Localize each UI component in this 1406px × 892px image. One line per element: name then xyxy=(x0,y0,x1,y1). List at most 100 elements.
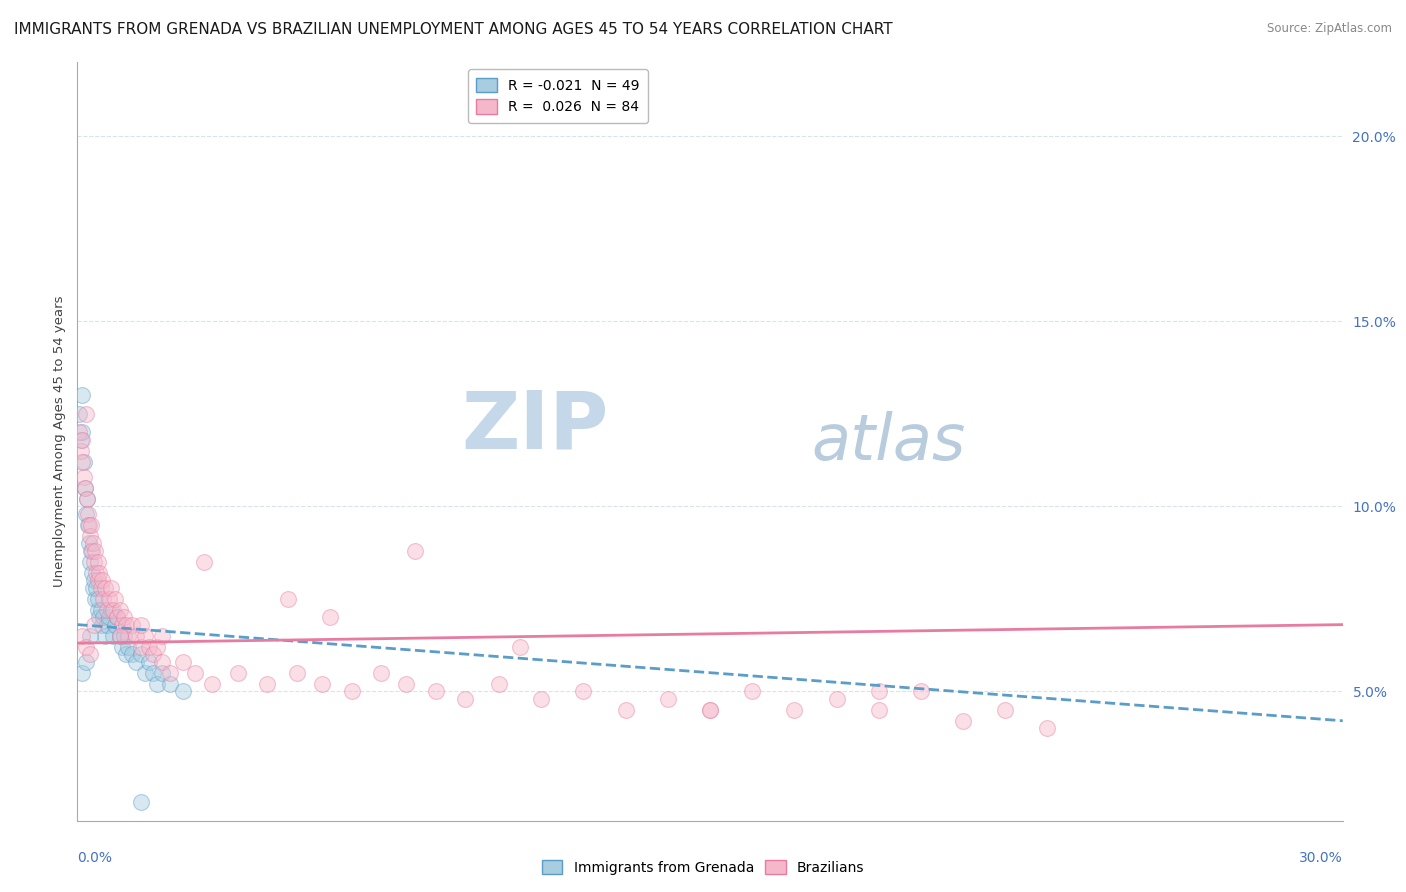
Point xyxy=(129,640,152,654)
Point xyxy=(77,536,100,550)
Point xyxy=(488,677,510,691)
Point xyxy=(142,665,165,680)
Point xyxy=(1036,721,1059,735)
Point xyxy=(741,684,763,698)
Y-axis label: Unemployment Among Ages 45 to 54 years: Unemployment Among Ages 45 to 54 years xyxy=(53,296,66,587)
Point xyxy=(454,691,477,706)
Point xyxy=(70,433,93,447)
Point xyxy=(910,684,932,698)
Legend: R = -0.021  N = 49, R =  0.026  N = 84: R = -0.021 N = 49, R = 0.026 N = 84 xyxy=(468,70,648,122)
Point xyxy=(134,629,156,643)
Point xyxy=(98,591,120,606)
Point xyxy=(84,591,107,606)
Point xyxy=(138,655,160,669)
Point xyxy=(67,407,90,421)
Point xyxy=(91,610,114,624)
Point xyxy=(86,555,108,569)
Point xyxy=(146,677,169,691)
Point xyxy=(509,640,531,654)
Point xyxy=(70,388,93,402)
Point xyxy=(69,443,91,458)
Point xyxy=(783,703,806,717)
Point xyxy=(72,425,94,440)
Point xyxy=(80,517,103,532)
Text: 30.0%: 30.0% xyxy=(1299,851,1343,865)
Point xyxy=(134,665,156,680)
Point xyxy=(125,655,148,669)
Point xyxy=(340,684,363,698)
Point xyxy=(76,491,98,506)
Point xyxy=(370,665,392,680)
Point xyxy=(112,610,135,624)
Point xyxy=(80,543,103,558)
Point xyxy=(108,603,131,617)
Point xyxy=(868,684,890,698)
Point xyxy=(825,691,848,706)
Point xyxy=(107,610,129,624)
Point xyxy=(86,566,108,580)
Point xyxy=(76,517,98,532)
Point xyxy=(117,640,139,654)
Text: 0.0%: 0.0% xyxy=(77,851,112,865)
Legend: Immigrants from Grenada, Brazilians: Immigrants from Grenada, Brazilians xyxy=(536,855,870,880)
Text: atlas: atlas xyxy=(811,410,966,473)
Point xyxy=(193,555,215,569)
Point xyxy=(311,677,333,691)
Point xyxy=(657,691,679,706)
Point xyxy=(614,703,637,717)
Point xyxy=(112,629,135,643)
Point xyxy=(73,481,96,495)
Point xyxy=(89,610,111,624)
Point xyxy=(201,677,224,691)
Point xyxy=(150,655,173,669)
Point xyxy=(86,581,108,595)
Point xyxy=(699,703,721,717)
Point xyxy=(82,581,104,595)
Point xyxy=(172,655,194,669)
Point xyxy=(572,684,595,698)
Point xyxy=(87,573,110,587)
Point xyxy=(699,703,721,717)
Point xyxy=(121,617,143,632)
Point xyxy=(117,629,139,643)
Point xyxy=(425,684,447,698)
Point xyxy=(91,591,114,606)
Point xyxy=(73,469,96,483)
Text: IMMIGRANTS FROM GRENADA VS BRAZILIAN UNEMPLOYMENT AMONG AGES 45 TO 54 YEARS CORR: IMMIGRANTS FROM GRENADA VS BRAZILIAN UNE… xyxy=(14,22,893,37)
Point xyxy=(83,617,105,632)
Point xyxy=(90,603,111,617)
Point xyxy=(104,617,127,632)
Point xyxy=(994,703,1017,717)
Point xyxy=(93,629,115,643)
Point xyxy=(150,629,173,643)
Point xyxy=(277,591,299,606)
Point xyxy=(868,703,890,717)
Point xyxy=(87,591,110,606)
Point xyxy=(184,665,207,680)
Point xyxy=(319,610,342,624)
Point xyxy=(103,603,124,617)
Point xyxy=(96,617,118,632)
Point xyxy=(79,529,101,543)
Text: ZIP: ZIP xyxy=(461,387,609,466)
Point xyxy=(69,433,91,447)
Point xyxy=(159,677,181,691)
Point xyxy=(100,581,122,595)
Point xyxy=(111,640,132,654)
Point xyxy=(159,665,181,680)
Point xyxy=(86,603,108,617)
Point xyxy=(129,647,152,661)
Point xyxy=(75,640,97,654)
Point xyxy=(530,691,553,706)
Point xyxy=(150,665,173,680)
Point xyxy=(79,629,101,643)
Point xyxy=(84,543,107,558)
Point xyxy=(142,647,165,661)
Point xyxy=(70,665,93,680)
Point xyxy=(285,665,308,680)
Point xyxy=(75,655,97,669)
Point xyxy=(83,573,105,587)
Point xyxy=(75,407,97,421)
Point xyxy=(404,543,426,558)
Point xyxy=(96,603,118,617)
